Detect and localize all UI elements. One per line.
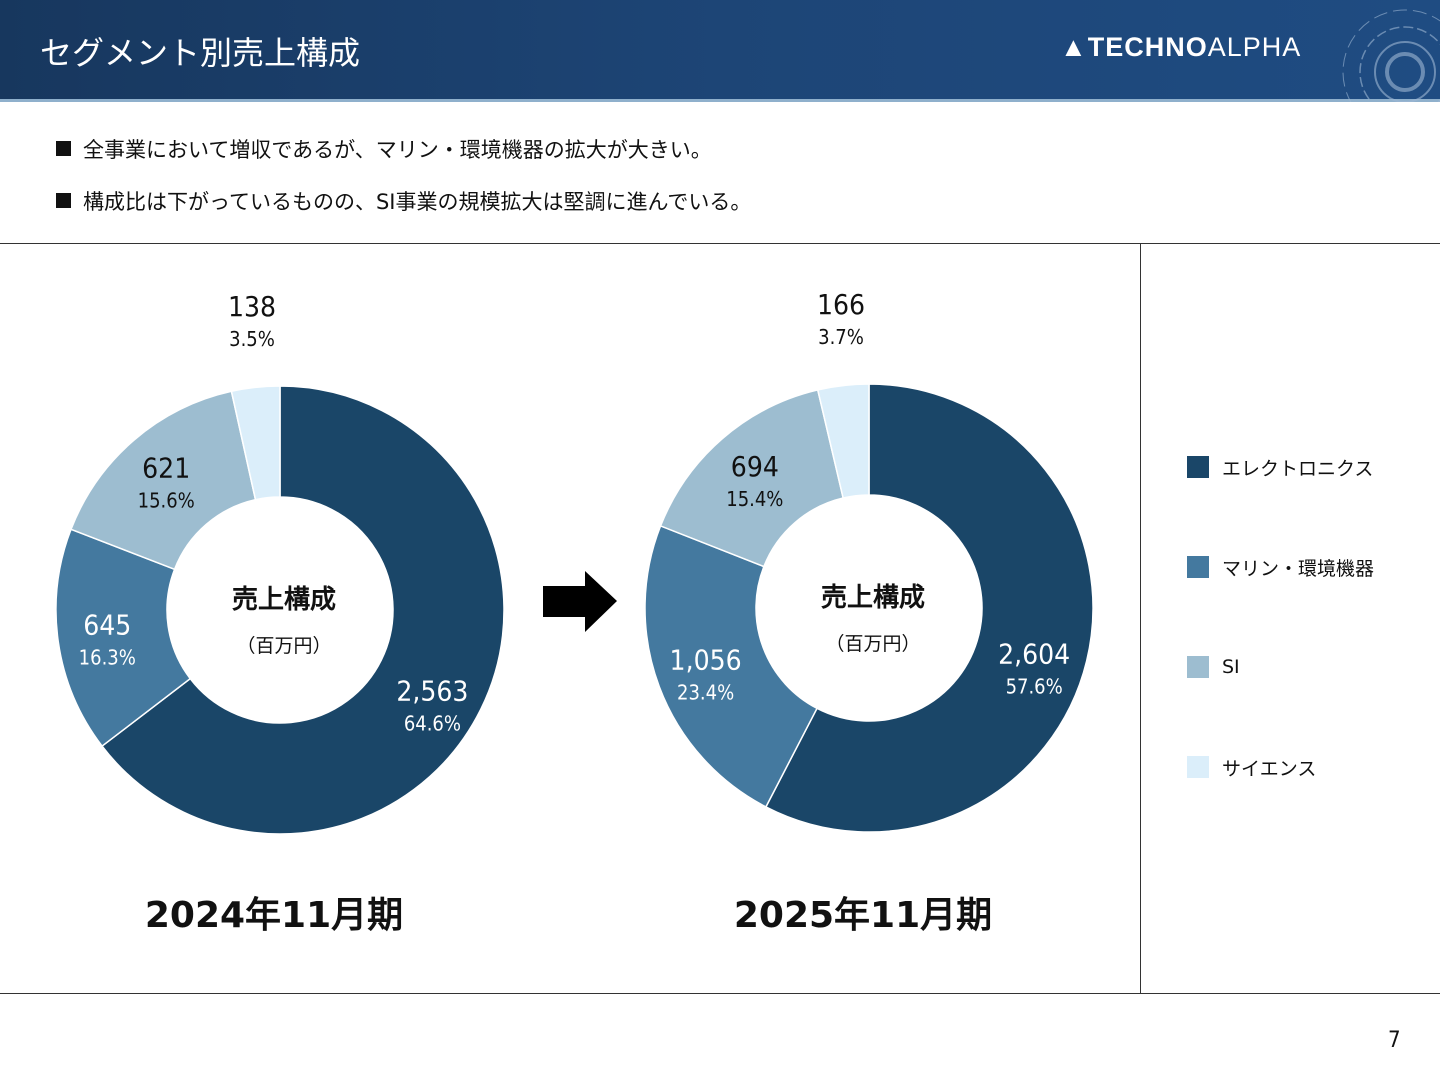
center-sublabel: （百万円） (236, 635, 331, 657)
value-label: 166 (817, 288, 865, 321)
donut-charts: 2,563 64.6% 645 16.3% 621 15.6% 138 3.5% 売上構成 （百万… (55, 288, 1094, 936)
legend: エレクトロニクス マリン・環境機器 SI サイエンス (1187, 456, 1374, 856)
page-number: 7 (1388, 1028, 1401, 1053)
legend-swatch (1187, 756, 1209, 778)
bullet-item: 構成比は下がっているものの、SI事業の規模拡大は堅調に進んでいる。 (56, 186, 751, 216)
value-label: 645 (83, 609, 131, 642)
donut-slice (644, 524, 819, 808)
percent-label: 15.4% (726, 487, 783, 511)
donut-slice (230, 385, 281, 501)
gear-decoration-icon (1342, 9, 1440, 102)
legend-item: SI (1187, 656, 1374, 678)
center-sublabel: （百万円） (825, 633, 920, 655)
arrow-right-icon (543, 571, 617, 632)
legend-item: マリン・環境機器 (1187, 556, 1374, 580)
divider (0, 243, 1440, 244)
percent-label: 57.6% (1006, 674, 1063, 698)
donut-slice (55, 528, 192, 748)
divider (0, 993, 1440, 994)
bullet-list: 全事業において増収であるが、マリン・環境機器の拡大が大きい。 構成比は下がってい… (56, 134, 751, 238)
percent-label: 23.4% (677, 680, 734, 704)
legend-item: エレクトロニクス (1187, 456, 1374, 480)
legend-item: サイエンス (1187, 756, 1374, 780)
percent-label: 16.3% (79, 646, 136, 670)
donut-slice (101, 385, 505, 835)
donut-slice (70, 390, 257, 571)
center-label: 売上構成 (821, 583, 925, 613)
percent-label: 64.6% (404, 711, 461, 735)
value-label: 2,604 (998, 637, 1070, 670)
divider (1140, 243, 1141, 993)
value-label: 694 (731, 450, 779, 483)
percent-label: 3.5% (229, 327, 275, 351)
value-label: 138 (228, 290, 276, 323)
donut-slice (764, 383, 1094, 833)
donut-slice (659, 389, 845, 568)
page-title: セグメント別売上構成 (40, 34, 361, 72)
legend-swatch (1187, 456, 1209, 478)
logo: ▲TECHNOALPHA (1060, 32, 1302, 62)
donut-slice (816, 383, 870, 499)
legend-swatch (1187, 656, 1209, 678)
value-label: 2,563 (396, 674, 468, 707)
chart-title: 2024年11月期 (145, 895, 403, 936)
value-label: 621 (142, 452, 190, 485)
chart-title: 2025年11月期 (734, 895, 992, 936)
percent-label: 15.6% (138, 489, 195, 513)
value-label: 1,056 (670, 643, 742, 676)
legend-swatch (1187, 556, 1209, 578)
center-label: 売上構成 (232, 585, 336, 615)
bullet-item: 全事業において増収であるが、マリン・環境機器の拡大が大きい。 (56, 134, 751, 164)
percent-label: 3.7% (818, 325, 864, 349)
header: セグメント別売上構成 ▲TECHNOALPHA (0, 0, 1440, 102)
